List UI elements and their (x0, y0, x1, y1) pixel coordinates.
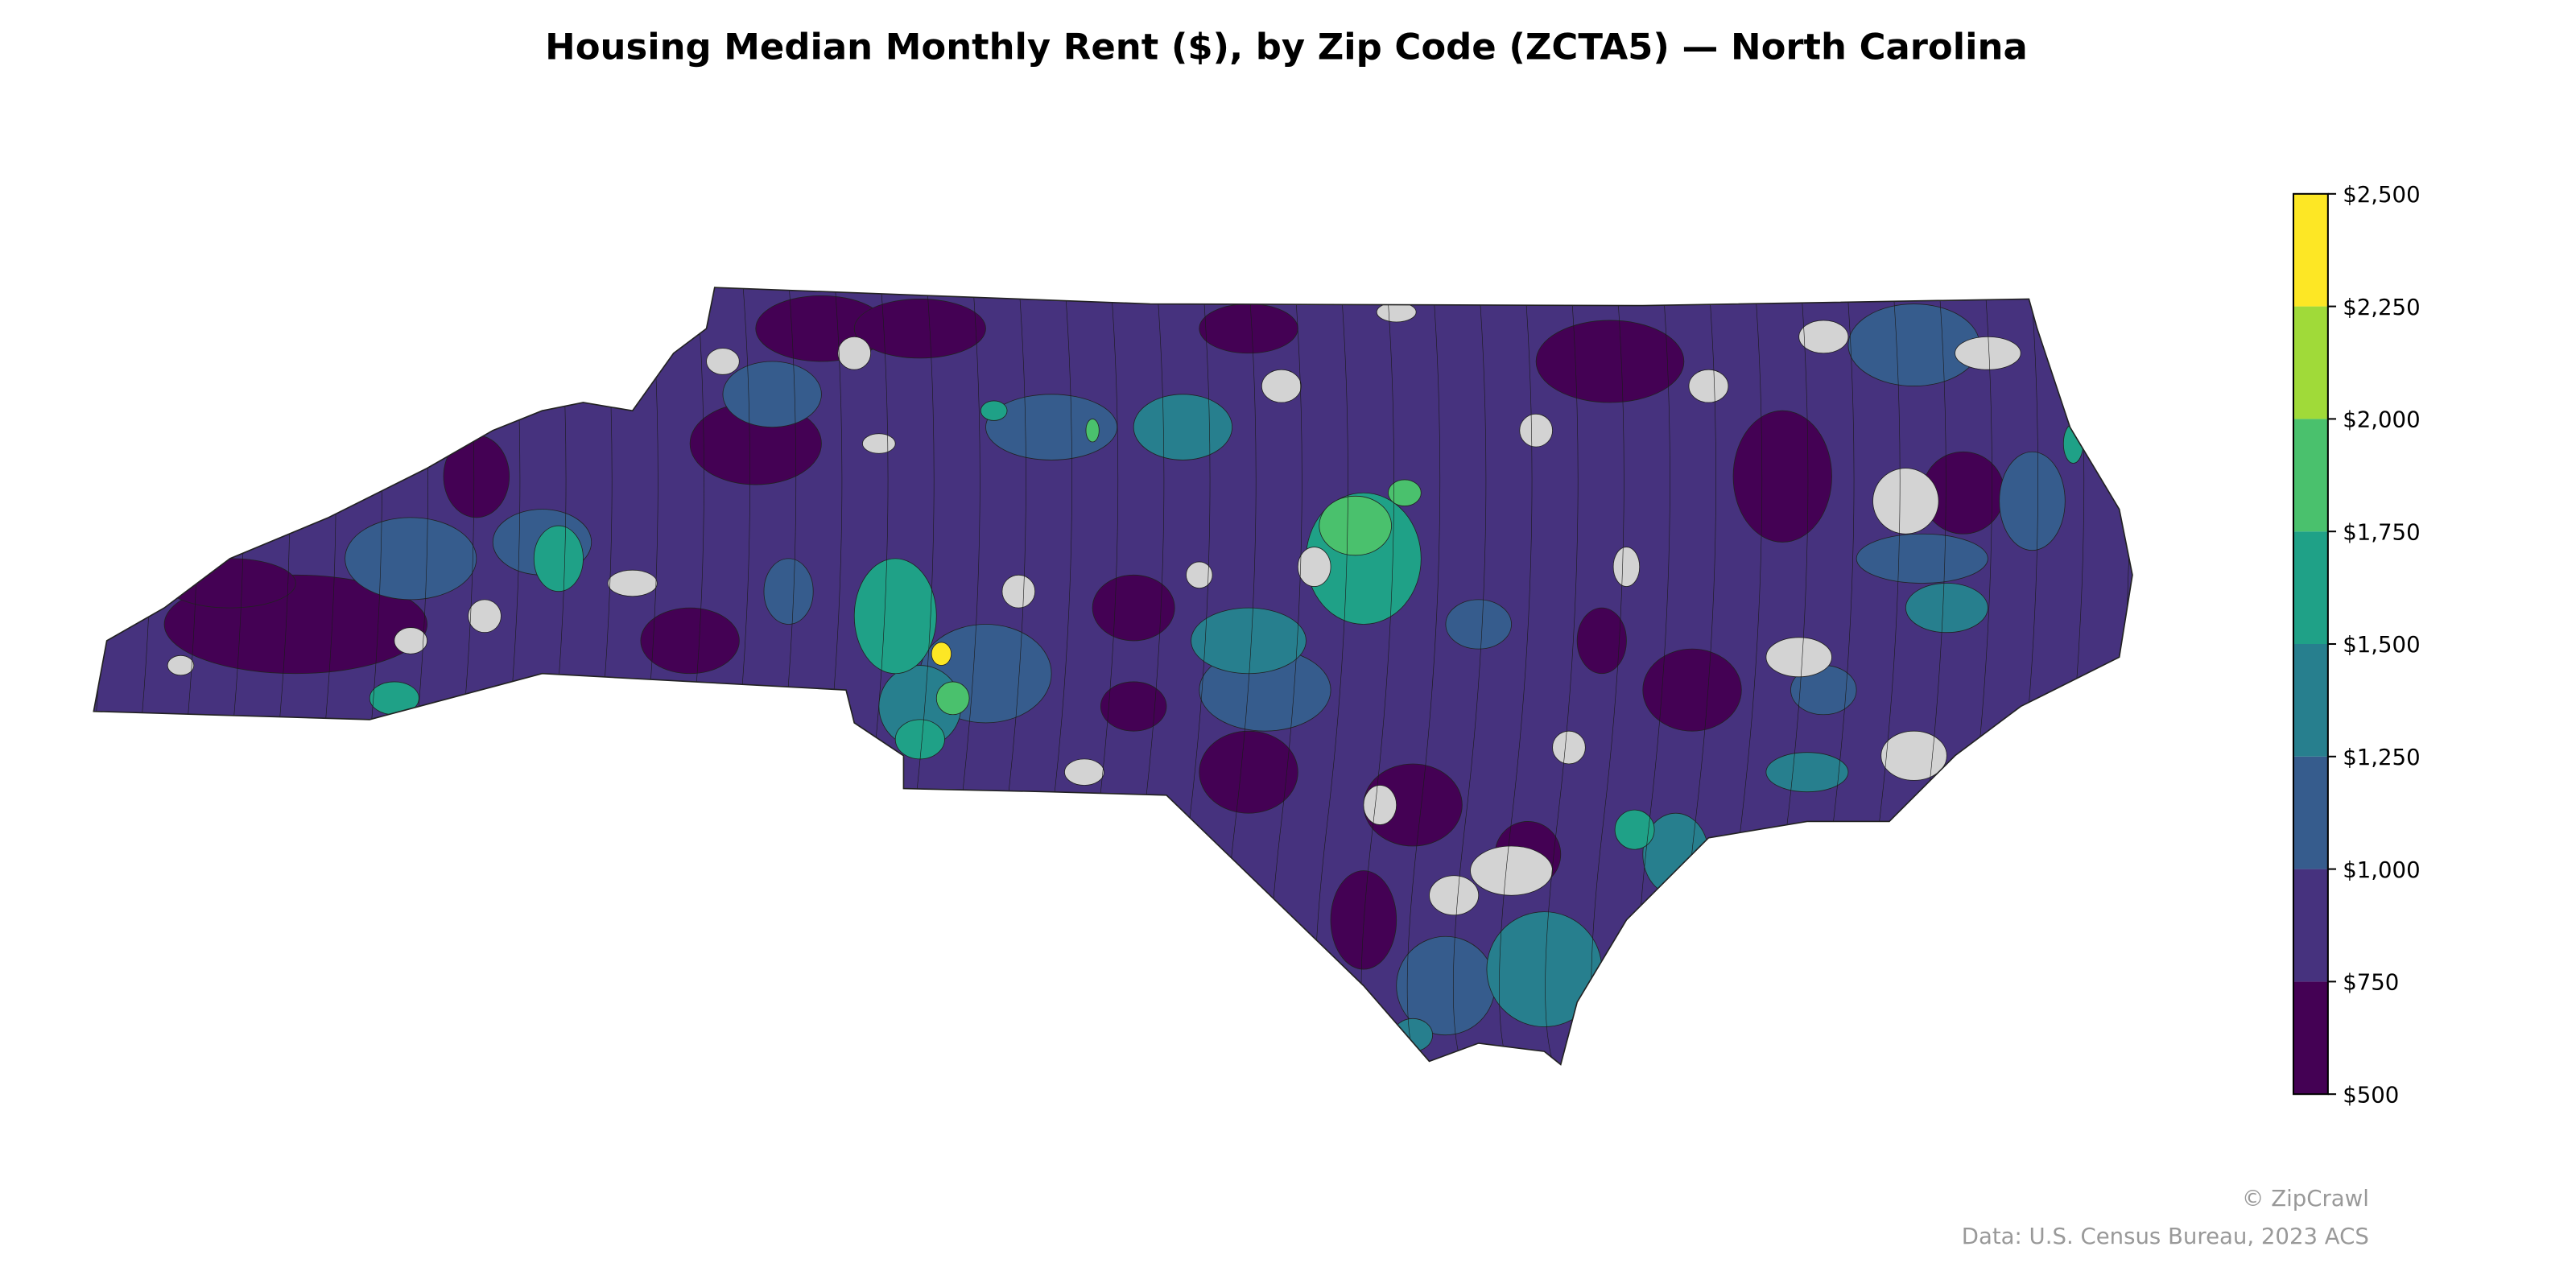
zip-region-no-data (1363, 785, 1397, 825)
zip-region (1535, 320, 1685, 403)
zip-region-no-data (1519, 413, 1553, 448)
colorbar-bin (2293, 981, 2328, 1095)
colorbar-bin (2293, 756, 2328, 869)
colorbar-tick-label: $1,500 (2343, 632, 2420, 658)
zip-border (2097, 287, 2132, 1065)
zip-region (1486, 911, 1603, 1027)
zip-region (722, 361, 822, 428)
zip-region-no-data (862, 433, 896, 454)
zip-region-no-data (1552, 730, 1586, 765)
source-text: Data: U.S. Census Bureau, 2023 ACS (1962, 1224, 2369, 1249)
colorbar-bin (2293, 644, 2328, 757)
zip-region (533, 525, 584, 592)
zip-region (1199, 730, 1298, 814)
zip-region (1133, 394, 1233, 460)
zip-region (640, 607, 740, 675)
zip-region (1614, 809, 1655, 850)
colorbar-tick-label: $1,000 (2343, 857, 2420, 883)
zip-region-no-data (837, 336, 872, 370)
zip-region-no-data (1955, 336, 2021, 370)
zip-region (763, 558, 814, 625)
zip-region-no-data (1880, 730, 1947, 781)
zip-region (1330, 870, 1397, 970)
colorbar-tick-label: $500 (2343, 1082, 2399, 1108)
zip-region-no-data (706, 348, 740, 375)
zip-region (1085, 419, 1100, 443)
zip-region (1642, 648, 1742, 732)
zip-region-no-data (1612, 547, 1641, 587)
zip-region (931, 642, 952, 666)
zip-region (163, 558, 296, 609)
zip-region (1319, 495, 1392, 556)
zip-region-no-data (394, 627, 428, 654)
zip-region (1191, 607, 1307, 675)
colorbar-bin (2293, 869, 2328, 982)
colorbar-tick-label: $1,750 (2343, 519, 2420, 545)
zip-region-no-data (468, 599, 502, 634)
zip-region-no-data (1186, 561, 1213, 589)
zip-region-no-data (1064, 758, 1104, 786)
zip-region (1092, 574, 1175, 642)
zip-region-no-data (167, 654, 195, 676)
colorbar-tick-label: $2,000 (2343, 407, 2420, 433)
zip-region-no-data (1297, 547, 1331, 587)
zip-border (579, 287, 615, 1065)
zip-region-no-data (607, 569, 658, 597)
zip-region (1576, 607, 1627, 675)
zip-border (533, 287, 569, 1065)
zip-region (1765, 752, 1849, 793)
zip-region (345, 517, 477, 601)
zip-region (1732, 410, 1832, 543)
zip-region-no-data (1798, 320, 1849, 354)
zip-region (1905, 583, 1988, 634)
zip-region-no-data (1429, 875, 1480, 916)
colorbar-tick-label: $750 (2343, 970, 2399, 996)
colorbar-bin (2293, 306, 2328, 419)
zip-region (1199, 303, 1298, 354)
zip-region (1393, 1018, 1433, 1052)
zip-region (980, 400, 1008, 421)
colorbar-bin (2293, 419, 2328, 532)
zip-region (1388, 479, 1422, 506)
zip-region (443, 435, 510, 518)
colorbar-tick-label: $2,500 (2343, 182, 2420, 208)
zip-region-no-data (1261, 369, 1302, 403)
zip-region-no-data (1765, 637, 1832, 678)
zip-region (894, 719, 945, 760)
colorbar-bin (2293, 193, 2328, 307)
colorbar-tick-label: $1,250 (2343, 745, 2420, 770)
zip-region-no-data (1470, 845, 1553, 896)
zip-region (853, 299, 986, 359)
zip-region (985, 394, 1118, 460)
credit-text: © ZipCrawl (2242, 1186, 2369, 1212)
colorbar-bin (2293, 531, 2328, 644)
zip-region (1100, 681, 1167, 732)
zip-region-no-data (1872, 468, 1939, 535)
zip-region (1856, 533, 1988, 584)
zip-region-no-data (1688, 369, 1729, 403)
zip-region (369, 681, 419, 716)
colorbar: $500 $750 $1,000 $1,250 $1,500 $1,750 $2,000 $2… (2292, 182, 2421, 1108)
zip-region (853, 558, 937, 675)
zip-region (1445, 599, 1512, 650)
zip-region-no-data (1001, 574, 1036, 609)
zip-region (1999, 451, 2066, 551)
chart-title: Housing Median Monthly Rent ($), by Zip … (545, 25, 2028, 68)
colorbar-tick-label: $2,250 (2343, 295, 2420, 320)
zip-region (935, 681, 970, 716)
